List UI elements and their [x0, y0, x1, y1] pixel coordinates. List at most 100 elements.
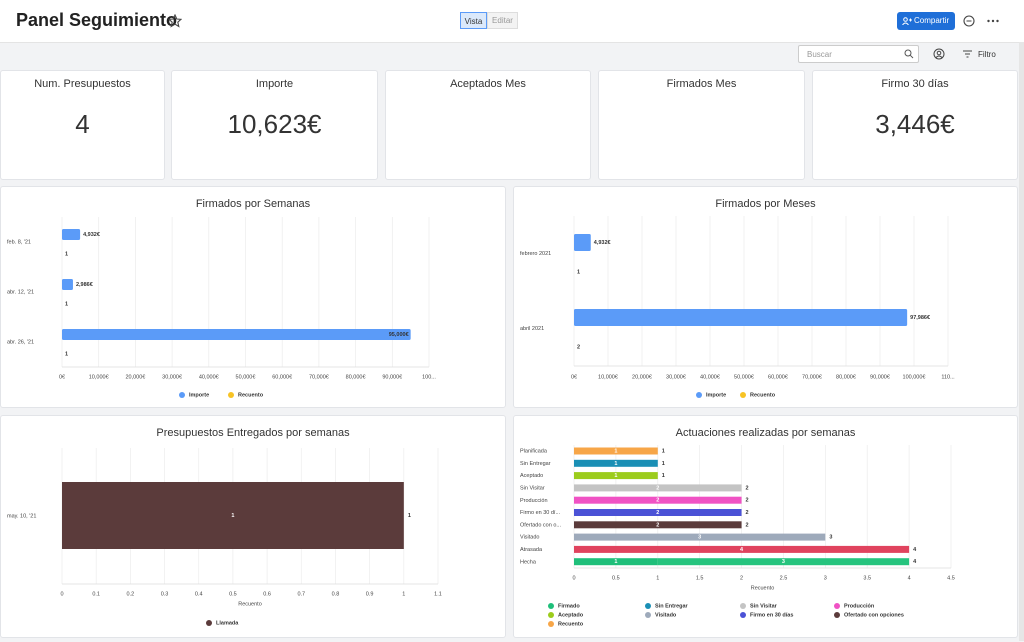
- legend-label: Firmo en 30 días: [750, 612, 793, 618]
- value-label: 95,000€: [389, 332, 409, 338]
- total-label: 1: [662, 448, 665, 454]
- segment-label: 1: [614, 473, 617, 479]
- legend-swatch: [696, 392, 702, 398]
- header: Panel Seguimiento Vista Editar Compartir: [0, 0, 1024, 43]
- legend-label: Ofertado con opciones: [844, 612, 904, 618]
- x-tick-label: 40,000€: [199, 374, 219, 380]
- x-tick-label: 4: [908, 575, 911, 581]
- total-label: 2: [746, 510, 749, 516]
- legend-label: Importe: [189, 392, 209, 398]
- bar: [62, 279, 73, 290]
- x-tick-label: 1: [656, 575, 659, 581]
- x-tick-label: 0.4: [195, 591, 203, 597]
- share-button[interactable]: Compartir: [897, 12, 955, 30]
- x-tick-label: 10,000€: [89, 374, 109, 380]
- x-tick-label: 30,000€: [162, 374, 182, 380]
- legend-swatch: [740, 392, 746, 398]
- bar: [62, 329, 411, 340]
- favorite-star[interactable]: [168, 14, 182, 28]
- chart: Firmados por Semanas0€10,000€20,000€30,0…: [1, 187, 505, 407]
- chart-title: Firmados por Semanas: [196, 198, 311, 210]
- chart-title: Actuaciones realizadas por semanas: [676, 427, 856, 439]
- segment-label: 2: [656, 498, 659, 504]
- comments-icon[interactable]: [962, 14, 976, 28]
- value-label: 2,986€: [76, 282, 93, 288]
- x-tick-label: 0.5: [612, 575, 620, 581]
- x-tick-label: 0.3: [161, 591, 169, 597]
- x-tick-label: 70,000€: [802, 374, 822, 380]
- legend-swatch: [740, 612, 746, 618]
- total-label: 4: [913, 559, 917, 565]
- bar: [62, 229, 80, 240]
- x-tick-label: 90,000€: [870, 374, 890, 380]
- share-icon: [902, 17, 912, 25]
- x-tick-label: 110...: [941, 374, 955, 380]
- search-box[interactable]: Buscar: [798, 45, 919, 63]
- legend-label: Recuento: [750, 392, 776, 398]
- y-tick-label: Sin Visitar: [520, 486, 545, 492]
- x-tick-label: 0€: [59, 374, 65, 380]
- bar: [574, 234, 591, 251]
- x-tick-label: 10,000€: [598, 374, 618, 380]
- value-label: 1: [65, 251, 68, 257]
- total-label: 1: [662, 473, 665, 479]
- chart-title: Presupuestos Entregados por semanas: [156, 427, 350, 439]
- x-tick-label: 50,000€: [734, 374, 754, 380]
- dashboard-title: Panel Seguimiento: [16, 10, 177, 31]
- x-tick-label: 4.5: [947, 575, 955, 581]
- value-label: 4,932€: [83, 232, 100, 238]
- y-tick-label: Producción: [520, 498, 548, 504]
- legend-swatch: [645, 603, 651, 609]
- segment-label: 2: [656, 510, 659, 516]
- x-tick-label: 70,000€: [309, 374, 329, 380]
- segment-label: 1: [614, 461, 617, 467]
- segment-label: 1: [614, 448, 617, 454]
- y-tick-label: febrero 2021: [520, 251, 551, 257]
- legend-label: Sin Entregar: [655, 603, 689, 609]
- kpi-label: Firmados Mes: [599, 78, 804, 90]
- legend-label: Producción: [844, 603, 875, 609]
- x-tick-label: 60,000€: [768, 374, 788, 380]
- search-icon: [904, 49, 914, 59]
- user-icon[interactable]: [933, 48, 945, 60]
- segment-label: 2: [656, 485, 659, 491]
- y-tick-label: abr. 26, '21: [7, 339, 34, 345]
- tab-view[interactable]: Vista: [460, 12, 487, 29]
- legend-label: Importe: [706, 392, 726, 398]
- x-tick-label: 0.9: [366, 591, 374, 597]
- total-label: 3: [829, 535, 832, 541]
- x-tick-label: 0: [60, 591, 63, 597]
- filter-icon[interactable]: [963, 50, 973, 58]
- y-tick-label: Planificada: [520, 449, 548, 455]
- x-tick-label: 0: [572, 575, 575, 581]
- x-tick-label: 0.7: [297, 591, 305, 597]
- kpi-label: Aceptados Mes: [386, 78, 590, 90]
- legend-swatch: [206, 620, 212, 626]
- legend-label: Aceptado: [558, 612, 584, 618]
- y-tick-label: abr. 12, '21: [7, 289, 34, 295]
- legend-label: Recuento: [558, 621, 584, 627]
- kpi-value: 4: [1, 109, 164, 140]
- total-label: 2: [746, 485, 749, 491]
- value-label: 2: [577, 344, 580, 350]
- legend-swatch: [179, 392, 185, 398]
- kpi-label: Firmo 30 días: [813, 78, 1017, 90]
- chart: Actuaciones realizadas por semanas 0 0.5 1 1…: [514, 416, 1017, 637]
- value-label: 4,932€: [594, 240, 611, 246]
- x-tick-label: 2: [740, 575, 743, 581]
- legend-label: Firmado: [558, 603, 580, 609]
- chart-title: Firmados por Meses: [715, 198, 816, 210]
- value-label: 1: [577, 269, 580, 275]
- tab-edit[interactable]: Editar: [487, 12, 518, 29]
- legend-label: Sin Visitar: [750, 603, 778, 609]
- x-tick-label: 100,000€: [903, 374, 926, 380]
- filter-label[interactable]: Filtro: [978, 50, 996, 59]
- total-label: 2: [746, 522, 749, 528]
- chart-card: Actuaciones realizadas por semanas 0 0.5 1 1…: [513, 415, 1018, 638]
- more-icon[interactable]: [986, 14, 1000, 28]
- x-tick-label: 60,000€: [272, 374, 292, 380]
